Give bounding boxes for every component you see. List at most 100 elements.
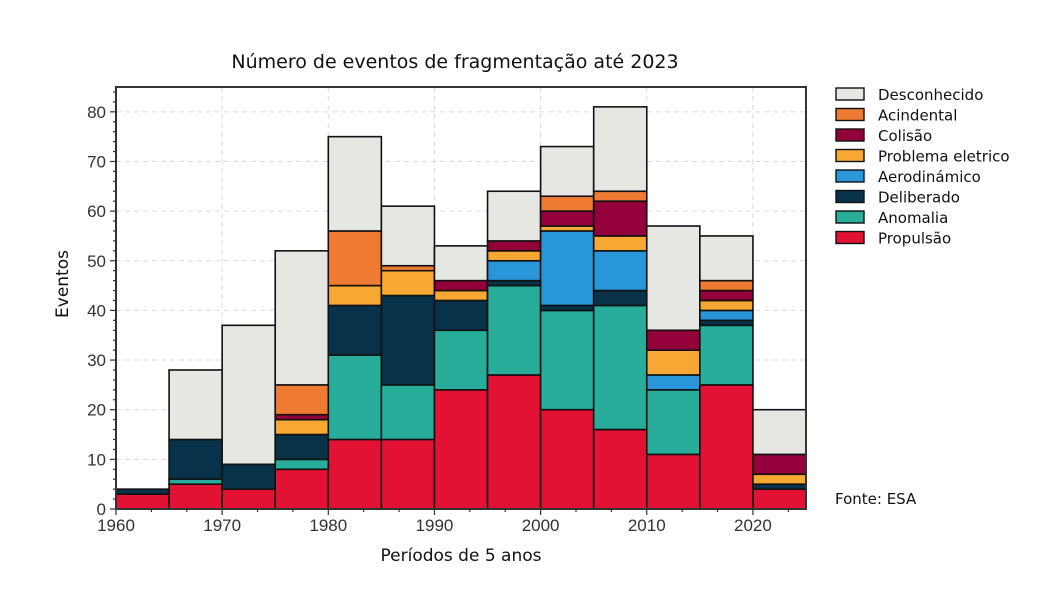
x-tick-label: 1990 (416, 516, 454, 535)
bar-segment-problema-eletrico-2005 (592, 235, 648, 252)
y-tick-label: 30 (87, 351, 106, 370)
legend-swatch (835, 210, 865, 224)
legend-swatch (835, 230, 865, 245)
legend-swatch (835, 148, 865, 163)
y-tick-label: 70 (87, 152, 106, 171)
bar-segment-aerodin-mico-2005 (592, 250, 648, 292)
legend-item: Colisão (835, 127, 932, 145)
bar-segment-aerodin-mico-1995 (486, 259, 542, 282)
bar-segment-acindental-2000 (539, 195, 595, 212)
bar-segment-deliberado-1960 (115, 488, 170, 495)
bar-segment-anomalia-2005 (592, 304, 648, 431)
bar-segment-desconhecido-2015 (699, 235, 754, 282)
legend-label: Desconhecido (878, 86, 983, 104)
y-tick-label: 0 (97, 500, 106, 519)
y-axis-label: Eventos (53, 250, 73, 318)
x-tick-label: 2020 (734, 516, 772, 535)
bar-segment-desconhecido-1990 (433, 245, 489, 282)
legend-swatch (835, 87, 865, 101)
bar-segment-deliberado-1975 (274, 433, 330, 461)
legend-item: Problema eletrico (835, 148, 1010, 166)
bar-segment-acindental-2015 (699, 279, 754, 292)
bar-segment-anomalia-1990 (433, 329, 489, 391)
bar-segment-colis-o-2005 (592, 200, 648, 237)
bar-segment-desconhecido-2000 (539, 145, 595, 198)
legend-swatch (835, 169, 865, 183)
bar-segment-propuls-o-1990 (433, 389, 489, 510)
y-tick-label: 20 (87, 401, 106, 420)
bar-segment-propuls-o-1975 (274, 468, 330, 510)
bar-segment-aerodin-mico-2015 (699, 309, 754, 322)
y-tick-label: 40 (87, 301, 106, 320)
legend-label: Acindental (878, 107, 957, 125)
bar-segment-colis-o-2000 (539, 210, 595, 227)
y-tick-label: 50 (87, 252, 106, 271)
bar-segment-desconhecido-1975 (274, 250, 330, 386)
legend-label: Colisão (878, 127, 932, 145)
bar-segment-deliberado-1965 (168, 438, 223, 481)
bar-segment-desconhecido-1980 (327, 135, 383, 232)
legend-item: Acindental (835, 107, 957, 125)
bar-segment-problema-eletrico-1995 (486, 250, 542, 262)
bar-segment-colis-o-2010 (645, 329, 701, 351)
bar-segment-aerodin-mico-2010 (645, 374, 701, 391)
bar-segment-desconhecido-1985 (380, 205, 436, 267)
y-tick-label: 10 (87, 450, 106, 469)
bar-segment-anomalia-1985 (380, 384, 436, 441)
bar-segment-desconhecido-2020 (752, 408, 807, 456)
y-tick-label: 80 (87, 103, 106, 122)
bar-segment-desconhecido-1965 (168, 369, 223, 441)
bar-segment-anomalia-1980 (327, 354, 383, 441)
bar-segment-acindental-1975 (274, 384, 330, 416)
x-tick-label: 1970 (203, 516, 241, 535)
bar-segment-colis-o-1990 (433, 279, 489, 292)
bar-segment-problema-eletrico-1985 (380, 269, 436, 297)
bar-segment-propuls-o-2000 (539, 408, 595, 510)
bar-segment-problema-eletrico-2015 (699, 299, 754, 312)
bar-segment-problema-eletrico-1975 (274, 418, 330, 436)
x-axis-label: Períodos de 5 anos (381, 546, 542, 566)
legend-swatch (835, 107, 865, 122)
bar-segment-colis-o-1995 (486, 240, 542, 252)
bar-segment-anomalia-2010 (645, 389, 701, 456)
bar-segment-problema-eletrico-2010 (645, 349, 701, 376)
bar-segment-problema-eletrico-1990 (433, 289, 489, 302)
bar-segment-acindental-1980 (327, 230, 383, 287)
legend-item: Desconhecido (835, 86, 983, 104)
legend-item: Propulsão (835, 230, 951, 248)
bar-segment-deliberado-2005 (592, 289, 648, 307)
bar-segment-anomalia-2015 (699, 324, 754, 386)
bar-segment-propuls-o-1960 (115, 493, 170, 510)
bar-segment-desconhecido-2005 (592, 106, 648, 193)
bar-segment-propuls-o-1965 (168, 483, 223, 510)
bar-segment-deliberado-1990 (433, 299, 489, 332)
chart-title: Número de eventos de fragmentação até 20… (231, 51, 678, 73)
bar-segment-colis-o-2020 (752, 453, 807, 476)
legend: Desconhecido Acindental Colisão Problema el… (835, 86, 1010, 248)
bar-segment-desconhecido-1995 (486, 190, 542, 242)
legend-item: Aerodinámico (835, 168, 981, 186)
legend-item: Anomalia (835, 209, 948, 227)
bar-segment-anomalia-2000 (539, 309, 595, 411)
legend-label: Aerodinámico (878, 168, 981, 186)
legend-label: Anomalia (878, 209, 948, 227)
bar-segment-problema-eletrico-2020 (752, 473, 807, 485)
bar-segment-propuls-o-1970 (221, 488, 277, 510)
bar-segment-propuls-o-2015 (699, 384, 754, 510)
bars-layer (115, 106, 807, 510)
bar-segment-propuls-o-1980 (327, 438, 383, 510)
bar-segment-deliberado-1970 (221, 463, 277, 490)
bar-segment-aerodin-mico-2000 (539, 230, 595, 307)
bar-segment-acindental-2005 (592, 190, 648, 202)
y-tick-label: 60 (87, 202, 106, 221)
legend-swatch (835, 128, 865, 142)
legend-label: Propulsão (878, 230, 951, 248)
legend-label: Problema eletrico (878, 148, 1010, 166)
legend-swatch (835, 189, 865, 204)
bar-segment-desconhecido-2010 (645, 225, 701, 332)
bar-segment-problema-eletrico-1980 (327, 284, 383, 307)
bar-segment-anomalia-1995 (486, 284, 542, 376)
bar-segment-deliberado-1985 (380, 294, 436, 386)
axes-layer: 0 10 20 30 40 50 60 70 80 1960 1970 1980 1990 2000 201… (87, 86, 807, 535)
